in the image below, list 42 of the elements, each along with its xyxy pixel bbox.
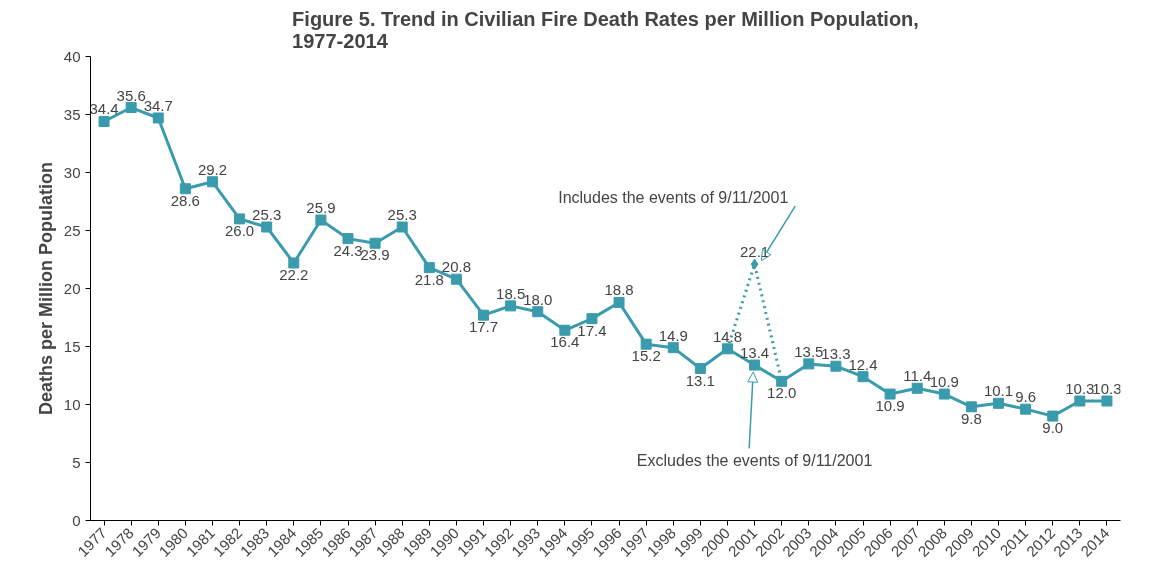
data-label: 13.4 (739, 344, 770, 362)
data-label: 11.4 (903, 367, 932, 385)
data-label: 9.8 (961, 409, 982, 427)
y-tick-label: 30 (63, 163, 81, 181)
data-label: 35.6 (116, 86, 146, 104)
data-label: 22.2 (279, 265, 309, 283)
annotation: Includes the events of 9/11/2001 (558, 189, 789, 207)
data-label: 29.2 (197, 160, 228, 178)
data-label: 26.0 (224, 221, 255, 239)
data-label: 25.9 (306, 199, 336, 217)
data-label: 10.3 (1092, 380, 1122, 398)
y-axis-title: Deaths per Million Population (35, 161, 56, 416)
chart-title: Figure 5. Trend in Civilian Fire Death Rates per Million Population, 1977-2014 (292, 7, 919, 52)
y-tick-label: 40 (63, 47, 81, 65)
y-tick-label: 20 (63, 279, 81, 297)
data-label: 18.5 (496, 284, 526, 302)
data-label: 9.0 (1042, 419, 1064, 437)
data-label: 28.6 (170, 191, 200, 209)
y-tick-label: 10 (63, 395, 81, 413)
data-label: 25.3 (252, 206, 282, 224)
data-label: 16.4 (550, 333, 580, 351)
data-label: 18.8 (604, 281, 634, 299)
data-label: 17.7 (468, 318, 499, 336)
data-label: 12.0 (767, 384, 797, 402)
data-label: 13.3 (821, 345, 851, 363)
data-label: 10.3 (1065, 380, 1095, 398)
annotation: Excludes the events of 9/11/2001 (636, 452, 873, 470)
data-label: 10.9 (875, 397, 905, 415)
data-label: 14.8 (712, 327, 743, 345)
y-tick-label: 5 (72, 453, 81, 471)
data-label: 13.1 (685, 371, 715, 389)
y-tick-label: 0 (72, 511, 81, 529)
data-label: 9.6 (1015, 388, 1037, 406)
y-tick-label: 25 (63, 221, 81, 239)
y-tick-label: 15 (63, 337, 81, 355)
data-label: 15.2 (631, 347, 661, 365)
y-tick-label: 35 (63, 105, 81, 123)
data-label: 25.3 (387, 206, 417, 224)
data-label: 10.1 (983, 382, 1014, 400)
data-label: 14.9 (658, 326, 688, 344)
data-label: 20.8 (441, 258, 472, 276)
data-label: 17.4 (577, 321, 607, 339)
